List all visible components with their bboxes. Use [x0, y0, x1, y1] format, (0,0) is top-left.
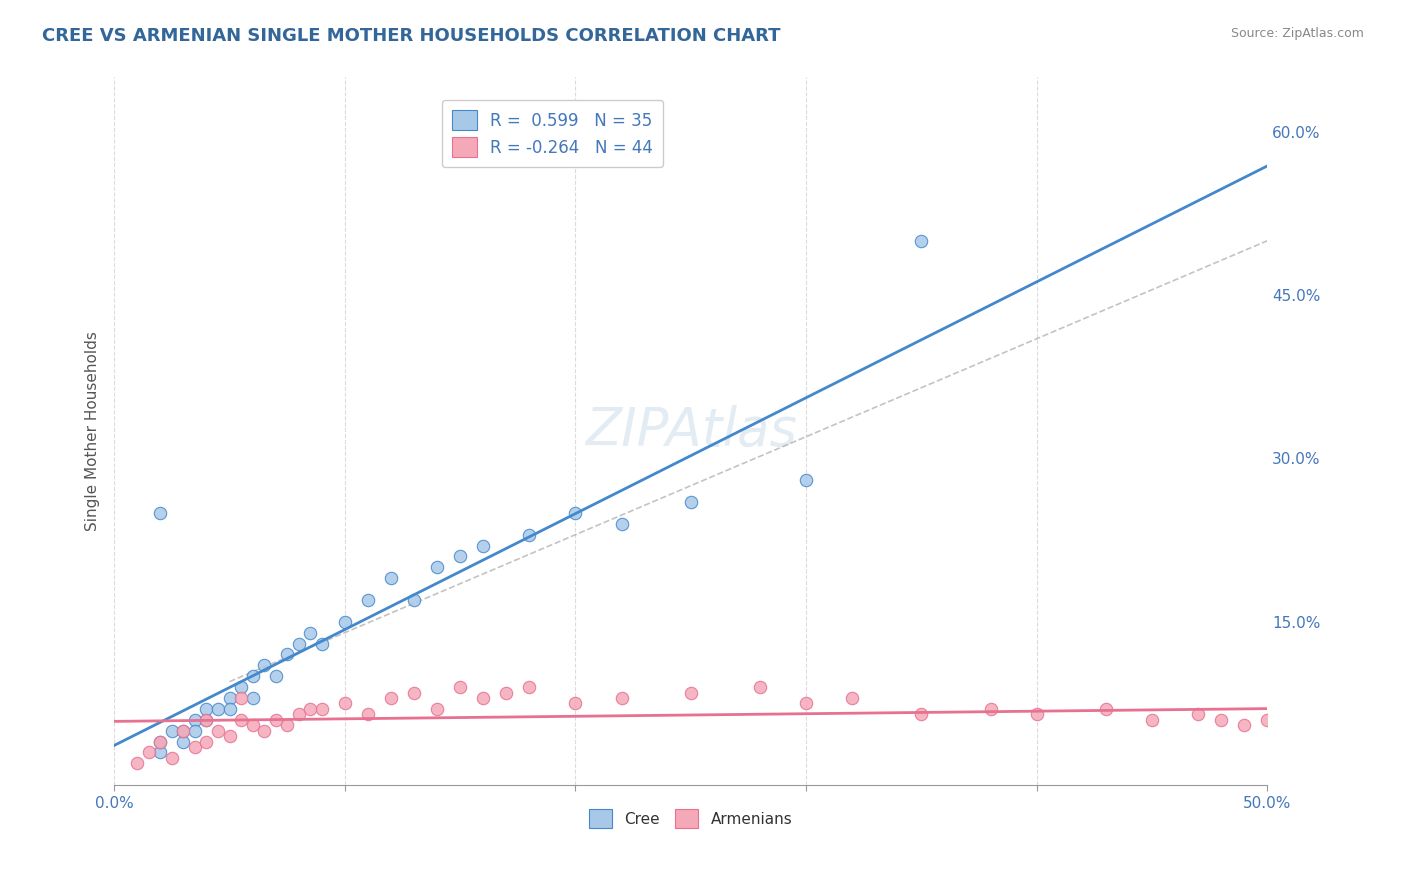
Point — [149, 506, 172, 520]
Point — [242, 718, 264, 732]
Point — [980, 702, 1002, 716]
Point — [495, 685, 517, 699]
Point — [311, 702, 333, 716]
Point — [195, 713, 218, 727]
Point — [794, 473, 817, 487]
Point — [242, 669, 264, 683]
Point — [333, 697, 356, 711]
Point — [184, 713, 207, 727]
Point — [218, 702, 240, 716]
Point — [287, 636, 309, 650]
Point — [218, 691, 240, 706]
Point — [127, 756, 149, 771]
Point — [1095, 702, 1118, 716]
Point — [333, 615, 356, 629]
Text: Source: ZipAtlas.com: Source: ZipAtlas.com — [1230, 27, 1364, 40]
Point — [149, 746, 172, 760]
Point — [357, 707, 380, 722]
Y-axis label: Single Mother Households: Single Mother Households — [86, 331, 100, 532]
Point — [380, 571, 402, 585]
Point — [679, 685, 702, 699]
Point — [229, 691, 252, 706]
Point — [160, 751, 183, 765]
Legend: Cree, Armenians: Cree, Armenians — [583, 803, 799, 834]
Point — [472, 539, 495, 553]
Point — [287, 707, 309, 722]
Point — [564, 697, 586, 711]
Point — [1140, 713, 1163, 727]
Point — [195, 713, 218, 727]
Point — [276, 718, 298, 732]
Point — [1256, 713, 1278, 727]
Point — [357, 593, 380, 607]
Point — [264, 713, 287, 727]
Point — [1233, 718, 1256, 732]
Point — [299, 625, 322, 640]
Point — [195, 734, 218, 748]
Point — [264, 669, 287, 683]
Point — [229, 713, 252, 727]
Point — [426, 560, 449, 574]
Point — [172, 723, 194, 738]
Point — [184, 723, 207, 738]
Point — [426, 702, 449, 716]
Point — [449, 680, 471, 694]
Point — [564, 506, 586, 520]
Point — [517, 527, 540, 541]
Point — [610, 691, 633, 706]
Point — [380, 691, 402, 706]
Point — [218, 729, 240, 743]
Point — [449, 549, 471, 564]
Point — [184, 739, 207, 754]
Point — [242, 691, 264, 706]
Point — [472, 691, 495, 706]
Point — [1025, 707, 1047, 722]
Point — [172, 723, 194, 738]
Point — [149, 734, 172, 748]
Point — [207, 723, 229, 738]
Point — [841, 691, 863, 706]
Point — [138, 746, 160, 760]
Text: CREE VS ARMENIAN SINGLE MOTHER HOUSEHOLDS CORRELATION CHART: CREE VS ARMENIAN SINGLE MOTHER HOUSEHOLD… — [42, 27, 780, 45]
Point — [160, 723, 183, 738]
Point — [610, 516, 633, 531]
Point — [172, 734, 194, 748]
Point — [1211, 713, 1233, 727]
Point — [276, 648, 298, 662]
Point — [253, 658, 276, 673]
Point — [149, 734, 172, 748]
Point — [910, 234, 932, 248]
Point — [229, 680, 252, 694]
Text: ZIPAtlas: ZIPAtlas — [585, 405, 797, 458]
Point — [311, 636, 333, 650]
Point — [402, 593, 425, 607]
Point — [207, 702, 229, 716]
Point — [253, 723, 276, 738]
Point — [402, 685, 425, 699]
Point — [749, 680, 772, 694]
Point — [794, 697, 817, 711]
Point — [1187, 707, 1209, 722]
Point — [195, 702, 218, 716]
Point — [679, 495, 702, 509]
Point — [517, 680, 540, 694]
Point — [910, 707, 932, 722]
Point — [299, 702, 322, 716]
